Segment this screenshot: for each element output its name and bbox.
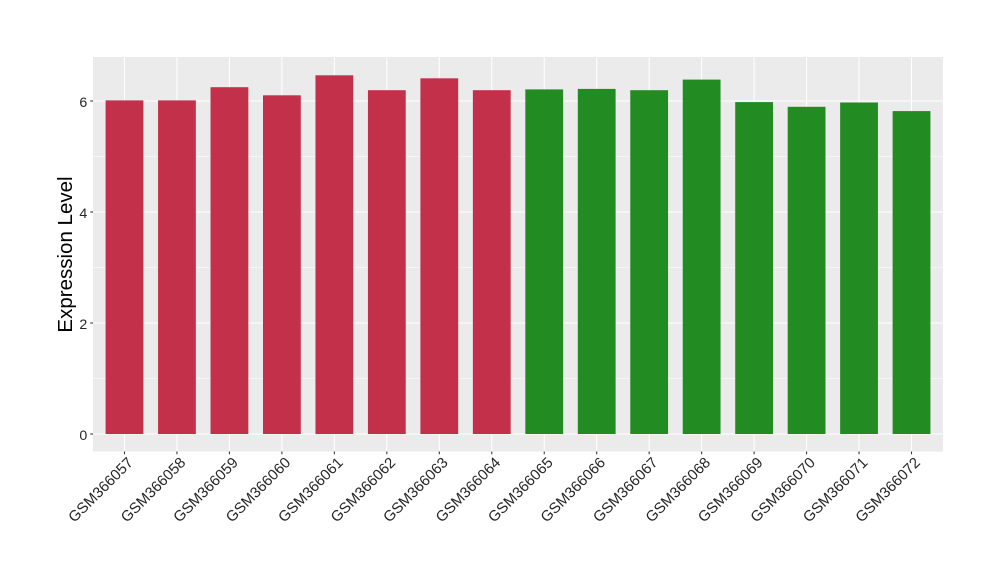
svg-text:4: 4 (79, 206, 87, 222)
svg-text:0: 0 (79, 428, 87, 444)
svg-text:Expression Level: Expression Level (54, 176, 77, 332)
svg-text:6: 6 (79, 95, 87, 111)
svg-text:2: 2 (79, 317, 87, 333)
